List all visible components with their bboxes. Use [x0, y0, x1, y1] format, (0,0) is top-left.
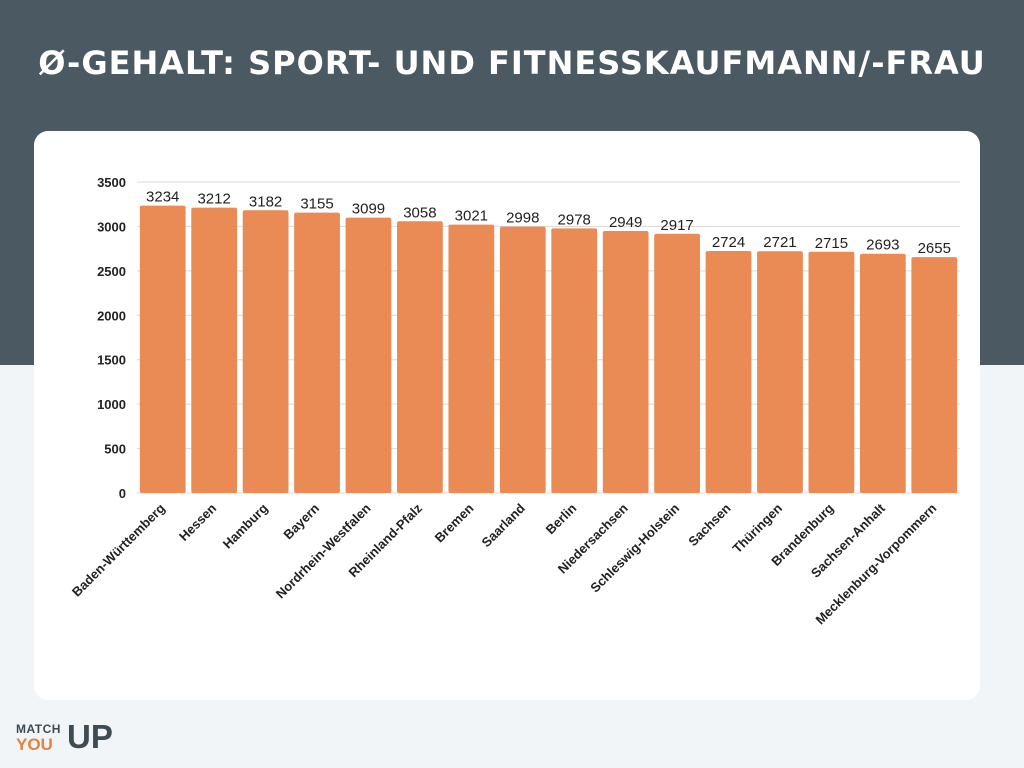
data-label: 2724 — [712, 234, 745, 251]
x-tick-label: Schleswig-Holstein — [587, 500, 682, 595]
bar-chart: 0 500 1000 1500 2000 2500 3000 3500 3234 Baden-Wü… — [69, 175, 960, 627]
y-tick-label: 2500 — [97, 264, 126, 279]
bar — [242, 210, 289, 493]
chart-card: 0 500 1000 1500 2000 2500 3000 3500 3234 Baden-Wü… — [34, 131, 980, 700]
x-tick-label: Bayern — [280, 500, 322, 542]
x-tick-label: Baden-Württemberg — [69, 500, 168, 599]
bar — [654, 233, 700, 493]
data-label: 3155 — [300, 196, 333, 213]
bar — [345, 217, 392, 493]
y-tick-label: 500 — [104, 442, 126, 457]
bar — [705, 250, 752, 493]
data-label: 2655 — [918, 240, 951, 257]
x-tick-label: Hessen — [176, 500, 219, 543]
data-label: 2998 — [506, 210, 539, 227]
bar — [757, 251, 803, 493]
bar — [294, 212, 340, 494]
logo-up-text: UP — [67, 718, 113, 755]
logo-match-text: MATCH — [16, 722, 61, 736]
data-label: 3021 — [455, 208, 488, 225]
data-label: 2917 — [660, 217, 693, 234]
bar — [859, 253, 906, 493]
data-label: 2693 — [866, 237, 899, 254]
bar — [808, 251, 855, 493]
x-tick-label: Hamburg — [220, 500, 271, 551]
data-label: 3058 — [403, 204, 436, 221]
bar — [191, 207, 238, 493]
y-tick-label: 2000 — [97, 308, 126, 323]
x-tick-label: Nordrhein-Westfalen — [273, 500, 374, 601]
y-tick-label: 3500 — [97, 175, 126, 190]
x-tick-label: Berlin — [543, 500, 580, 537]
bar — [911, 257, 958, 493]
logo-you-text: YOU — [16, 735, 53, 754]
data-label: 2978 — [558, 211, 591, 228]
bar — [499, 226, 546, 493]
data-label: 2721 — [763, 234, 796, 251]
x-tick-label: Saarland — [478, 500, 527, 549]
matchyouup-logo: MATCH YOU UP — [16, 718, 126, 758]
data-label: 3182 — [249, 193, 282, 210]
bar — [602, 230, 649, 493]
data-label: 3099 — [352, 201, 385, 218]
page-title: Ø-Gehalt: Sport- und Fitnesskaufmann/-fr… — [38, 44, 986, 82]
data-label: 2715 — [815, 235, 848, 252]
data-label: 3234 — [146, 189, 179, 206]
data-label: 3212 — [197, 191, 230, 208]
data-label: 2949 — [609, 214, 642, 231]
y-tick-label: 3000 — [97, 219, 126, 234]
y-tick-label: 1000 — [97, 397, 126, 412]
y-tick-label: 1500 — [97, 353, 126, 368]
x-tick-label: Thüringen — [730, 500, 786, 556]
bar — [448, 224, 495, 493]
bar — [397, 221, 443, 494]
y-tick-label: 0 — [119, 486, 126, 501]
x-tick-label: Bremen — [432, 500, 477, 545]
bar — [139, 205, 186, 494]
bar — [551, 228, 598, 493]
x-tick-label: Sachsen — [685, 500, 733, 548]
